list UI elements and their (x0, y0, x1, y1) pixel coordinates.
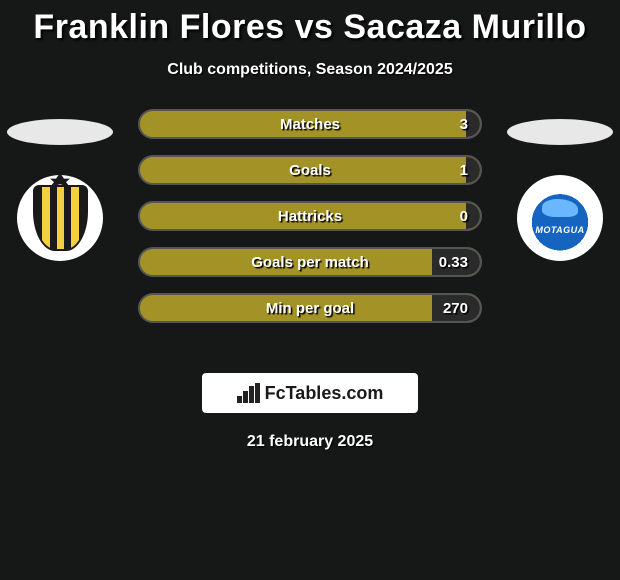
stat-label: Min per goal (266, 300, 354, 317)
bar-chart-icon (237, 383, 261, 403)
stat-label: Matches (280, 116, 340, 133)
subtitle: Club competitions, Season 2024/2025 (0, 61, 620, 79)
footer-date: 21 february 2025 (0, 433, 620, 451)
stat-label: Goals per match (251, 254, 369, 271)
stat-fill-right (466, 203, 480, 229)
stat-row: Min per goal 270 (138, 293, 482, 323)
stat-row: Hattricks 0 (138, 201, 482, 231)
club-badge-right: MOTAGUA (517, 175, 603, 261)
stat-row: Matches 3 (138, 109, 482, 139)
comparison-panel: MOTAGUA Matches 3 Goals 1 Hattricks 0 Goals pe… (0, 109, 620, 349)
stat-label: Hattricks (278, 208, 342, 225)
stat-row: Goals 1 (138, 155, 482, 185)
player-left-column (0, 109, 120, 261)
motagua-eagle-icon (542, 199, 578, 217)
real-espana-crest-icon (33, 185, 88, 251)
stat-value-right: 1 (460, 162, 468, 179)
fctables-logo-text: FcTables.com (265, 383, 384, 404)
stat-value-right: 0.33 (439, 254, 468, 271)
player-photo-left (7, 119, 113, 145)
motagua-text: MOTAGUA (535, 225, 584, 235)
stat-fill-right (466, 111, 480, 137)
stat-value-right: 0 (460, 208, 468, 225)
player-photo-right (507, 119, 613, 145)
stats-list: Matches 3 Goals 1 Hattricks 0 Goals per match 0… (138, 109, 482, 323)
club-badge-left (17, 175, 103, 261)
page-title: Franklin Flores vs Sacaza Murillo (0, 0, 620, 47)
fctables-logo[interactable]: FcTables.com (202, 373, 418, 413)
stat-value-right: 270 (443, 300, 468, 317)
player-right-column: MOTAGUA (500, 109, 620, 261)
stat-row: Goals per match 0.33 (138, 247, 482, 277)
stat-fill-right (466, 157, 480, 183)
stat-label: Goals (289, 162, 331, 179)
stat-value-right: 3 (460, 116, 468, 133)
